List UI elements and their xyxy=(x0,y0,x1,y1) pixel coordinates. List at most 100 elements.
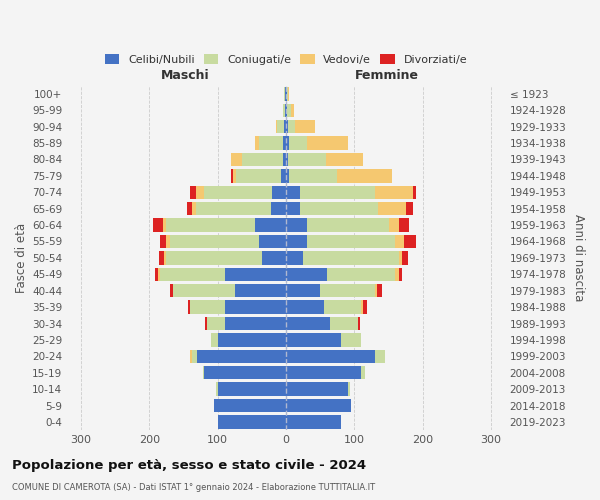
Bar xyxy=(307,136,347,150)
Bar xyxy=(205,317,208,330)
Bar xyxy=(242,152,283,166)
Bar xyxy=(286,87,287,101)
Bar xyxy=(331,317,358,330)
Bar xyxy=(215,382,218,396)
Bar xyxy=(286,333,341,346)
Bar xyxy=(364,300,367,314)
Bar xyxy=(286,152,288,166)
Bar xyxy=(286,202,300,215)
Bar xyxy=(236,169,281,182)
Bar xyxy=(286,169,289,182)
Bar xyxy=(193,202,196,215)
Bar xyxy=(159,251,164,264)
Bar xyxy=(259,136,283,150)
Bar xyxy=(192,350,197,363)
Bar xyxy=(286,350,375,363)
Bar xyxy=(341,333,361,346)
Bar xyxy=(173,284,235,298)
Bar xyxy=(291,104,294,117)
Bar xyxy=(286,317,331,330)
Bar xyxy=(233,169,236,182)
Bar xyxy=(289,136,307,150)
Bar xyxy=(307,218,389,232)
Bar xyxy=(361,300,364,314)
Bar xyxy=(286,300,323,314)
Bar xyxy=(188,300,190,314)
Bar xyxy=(286,186,300,199)
Bar xyxy=(224,317,286,330)
Bar xyxy=(286,366,361,380)
Text: COMUNE DI CAMEROTA (SA) - Dati ISTAT 1° gennaio 2024 - Elaborazione TUTTITALIA.I: COMUNE DI CAMEROTA (SA) - Dati ISTAT 1° … xyxy=(12,484,375,492)
Bar xyxy=(288,120,295,134)
Bar xyxy=(288,87,289,101)
Bar xyxy=(413,186,416,199)
Bar xyxy=(375,186,413,199)
Bar xyxy=(286,136,289,150)
Bar xyxy=(287,87,288,101)
Bar xyxy=(326,152,364,166)
Bar xyxy=(379,202,406,215)
Bar xyxy=(286,235,307,248)
Bar xyxy=(153,218,163,232)
Bar xyxy=(284,104,286,117)
Bar xyxy=(295,120,316,134)
Bar xyxy=(224,300,286,314)
Bar xyxy=(170,235,259,248)
Bar xyxy=(187,202,193,215)
Text: Maschi: Maschi xyxy=(161,69,210,82)
Bar xyxy=(218,382,286,396)
Bar xyxy=(166,251,262,264)
Legend: Celibi/Nubili, Coniugati/e, Vedovi/e, Divorziati/e: Celibi/Nubili, Coniugati/e, Vedovi/e, Di… xyxy=(101,50,472,69)
Bar xyxy=(287,104,291,117)
Bar xyxy=(204,366,286,380)
Bar xyxy=(197,350,286,363)
Bar xyxy=(283,104,284,117)
Bar xyxy=(286,415,341,428)
Bar xyxy=(235,284,286,298)
Bar xyxy=(286,120,288,134)
Bar xyxy=(262,251,286,264)
Bar xyxy=(286,218,307,232)
Bar xyxy=(286,104,287,117)
Bar xyxy=(255,136,259,150)
Bar xyxy=(320,284,375,298)
Bar xyxy=(375,284,377,298)
Bar xyxy=(323,300,361,314)
Bar xyxy=(203,366,204,380)
Bar xyxy=(204,186,272,199)
Text: Popolazione per età, sesso e stato civile - 2024: Popolazione per età, sesso e stato civil… xyxy=(12,460,366,472)
Bar xyxy=(190,186,196,199)
Bar xyxy=(399,218,409,232)
Text: Femmine: Femmine xyxy=(355,69,419,82)
Bar xyxy=(286,284,320,298)
Bar xyxy=(286,268,327,281)
Bar xyxy=(399,268,402,281)
Bar xyxy=(347,382,350,396)
Bar xyxy=(286,399,351,412)
Bar xyxy=(259,235,286,248)
Y-axis label: Fasce di età: Fasce di età xyxy=(15,223,28,293)
Bar xyxy=(284,87,286,101)
Bar xyxy=(404,235,416,248)
Bar xyxy=(218,333,286,346)
Bar xyxy=(327,268,395,281)
Bar xyxy=(303,251,399,264)
Bar xyxy=(224,268,286,281)
Bar xyxy=(276,120,277,134)
Bar xyxy=(286,382,347,396)
Bar xyxy=(208,317,224,330)
Bar xyxy=(377,284,382,298)
Bar xyxy=(283,152,286,166)
Bar xyxy=(289,169,337,182)
Bar xyxy=(196,186,204,199)
Bar xyxy=(307,235,395,248)
Bar xyxy=(166,218,255,232)
Y-axis label: Anni di nascita: Anni di nascita xyxy=(572,214,585,302)
Bar xyxy=(300,202,379,215)
Bar xyxy=(361,366,365,380)
Bar xyxy=(281,169,286,182)
Bar xyxy=(300,186,375,199)
Bar xyxy=(358,317,360,330)
Bar xyxy=(160,235,166,248)
Bar xyxy=(164,251,166,264)
